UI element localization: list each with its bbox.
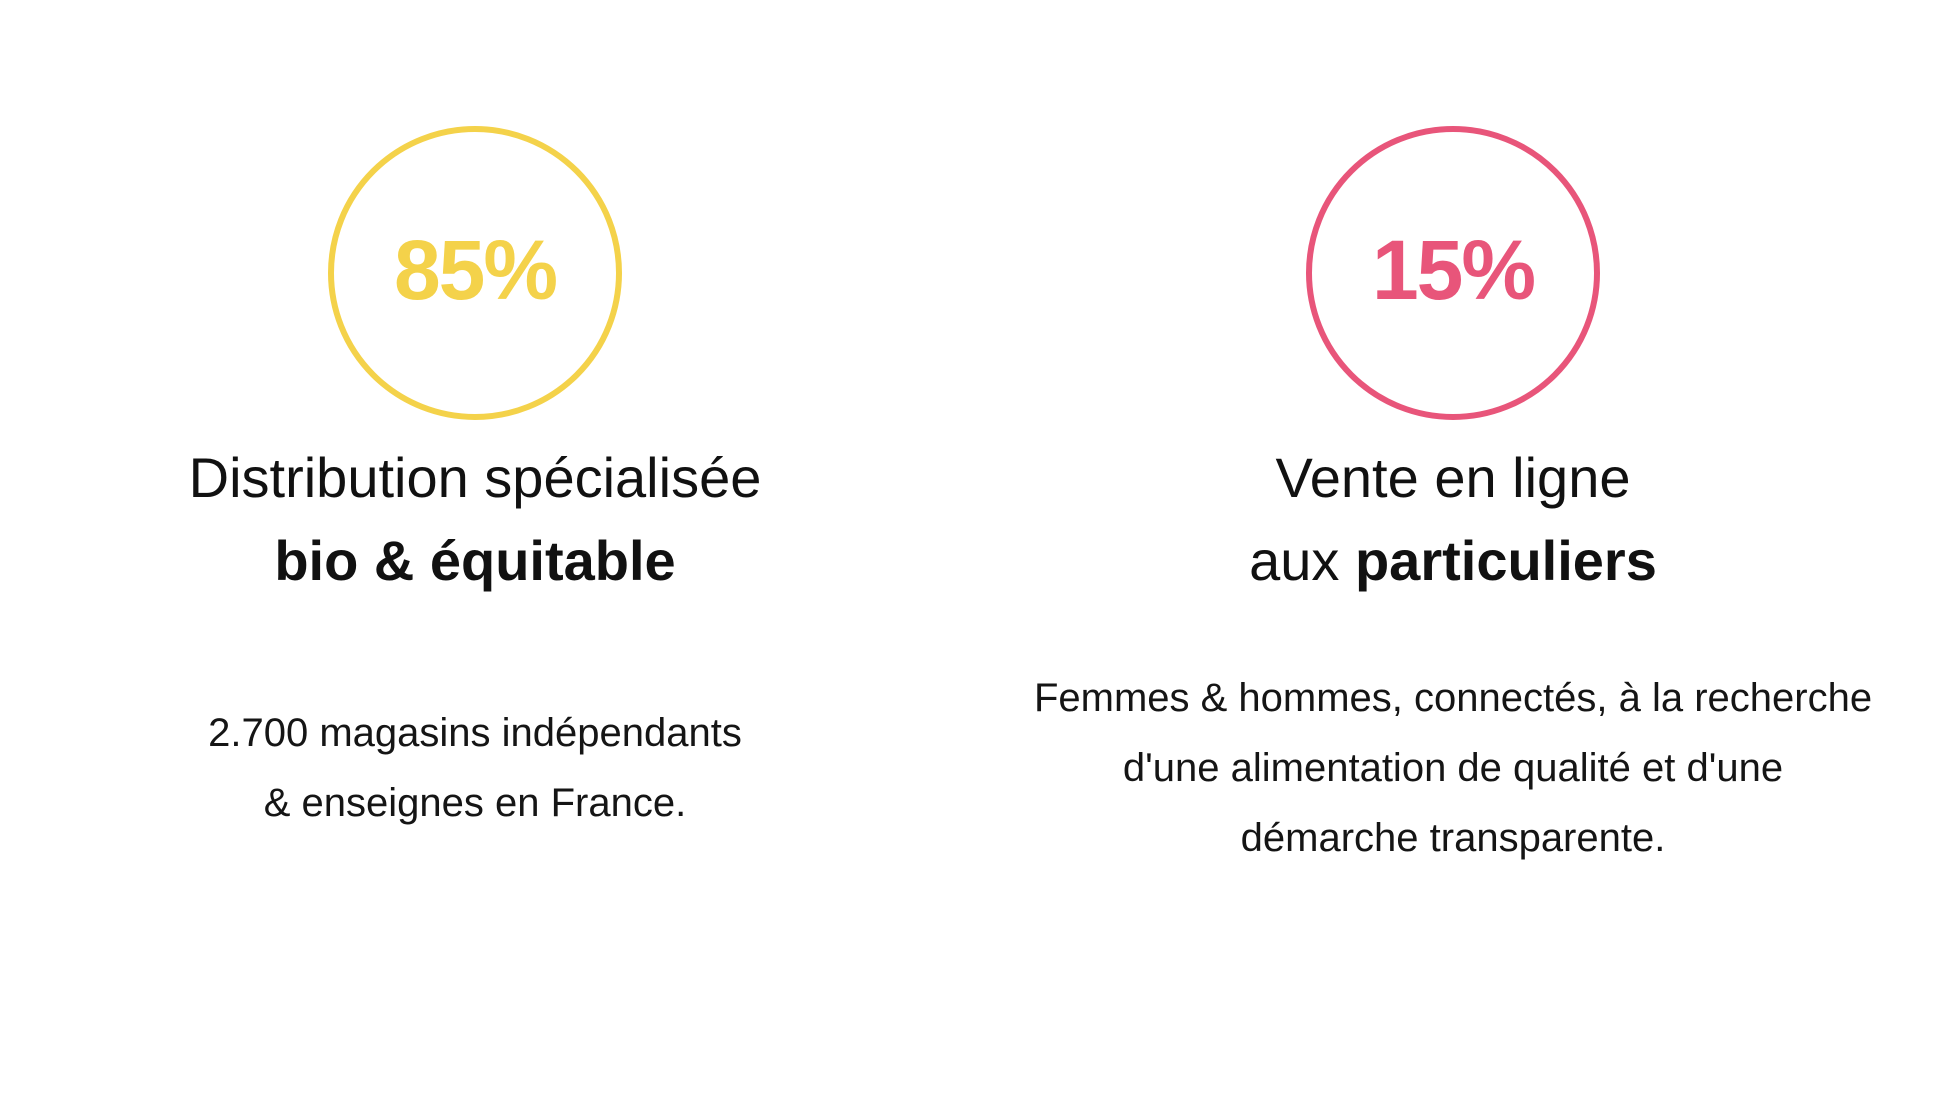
- stat-title: Vente en ligne: [1275, 446, 1631, 509]
- description-line: & enseignes en France.: [263, 781, 687, 825]
- description-line: Femmes & hommes, connectés, à la recherc…: [1033, 676, 1873, 720]
- description-line: démarche transparente.: [1240, 816, 1666, 860]
- stat-title: Distribution spécialisée: [188, 446, 762, 509]
- stat-block-online-sales: 15% Vente en ligne aux particuliers Femm…: [963, 0, 1943, 1097]
- stat-description: 2.700 magasins indépendants & enseignes …: [0, 698, 965, 838]
- stat-subtitle-bold: bio & équitable: [274, 529, 676, 592]
- stat-description: Femmes & hommes, connectés, à la recherc…: [963, 663, 1943, 873]
- description-line: d'une alimentation de qualité et d'une: [1122, 746, 1784, 790]
- stat-subtitle-prefix: aux: [1249, 529, 1355, 592]
- stat-subtitle: bio & équitable: [0, 533, 965, 589]
- percent-value: 15%: [1371, 223, 1536, 317]
- percent-circle: 85%: [328, 126, 622, 420]
- stat-subtitle-bold: particuliers: [1354, 529, 1657, 592]
- description-line: 2.700 magasins indépendants: [208, 711, 742, 755]
- stat-block-distribution: 85% Distribution spécialisée bio & équit…: [0, 0, 965, 1097]
- percent-circle: 15%: [1306, 126, 1600, 420]
- percent-value: 85%: [393, 223, 558, 317]
- stat-subtitle: aux particuliers: [963, 533, 1943, 589]
